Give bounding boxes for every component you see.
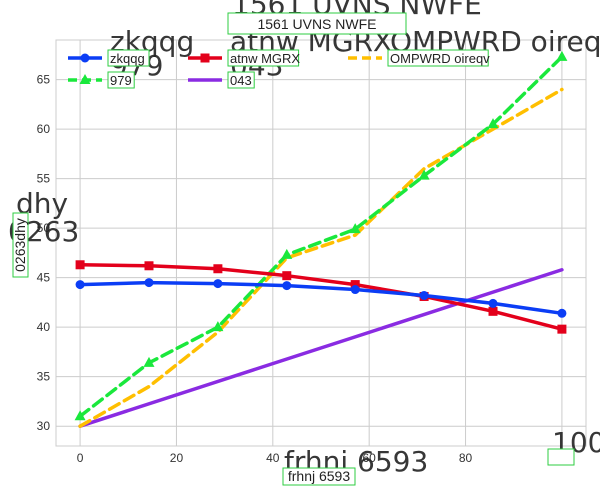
x-tick-label-0: 0 bbox=[77, 451, 84, 465]
legend-marker-3 bbox=[79, 74, 91, 84]
xlabel-group: frhnj 6593 bbox=[282, 467, 356, 486]
series-4 bbox=[78, 267, 564, 428]
legend-label-3: 979 bbox=[110, 73, 132, 88]
legend-entry-1: atnw MGRX bbox=[188, 49, 300, 67]
series-line-3 bbox=[78, 55, 564, 419]
series-line-1 bbox=[78, 263, 564, 331]
legend-label-4: 043 bbox=[230, 73, 252, 88]
data-point-0-4 bbox=[350, 285, 360, 295]
legend-entry-2: OMPWRD oireqv bbox=[348, 49, 490, 67]
legend-label-box-4 bbox=[227, 71, 255, 89]
data-point-1-3 bbox=[282, 271, 292, 281]
ylabel-box bbox=[12, 212, 29, 278]
series-line-2 bbox=[78, 87, 564, 428]
y-tick-label-0: 30 bbox=[37, 419, 51, 433]
data-point-0-5 bbox=[419, 290, 429, 300]
legend-label-box-2 bbox=[387, 49, 489, 67]
series-line-4 bbox=[78, 267, 564, 428]
data-point-3-1 bbox=[143, 356, 155, 367]
data-point-0-6 bbox=[488, 298, 498, 308]
legend-marker-0 bbox=[80, 53, 90, 63]
y-axis-label: 0263dhy bbox=[12, 218, 28, 272]
data-point-1-2 bbox=[213, 264, 223, 274]
xlabel-box bbox=[282, 467, 356, 486]
y-tick-label-3: 45 bbox=[37, 271, 51, 285]
data-point-3-3 bbox=[281, 248, 293, 259]
data-point-1-1 bbox=[144, 261, 154, 271]
data-point-3-6 bbox=[487, 118, 499, 129]
data-point-0-0 bbox=[75, 280, 85, 290]
data-point-1-7 bbox=[557, 324, 567, 334]
legend-entry-4: 043 bbox=[188, 71, 255, 89]
ylabel-group: 0263dhy bbox=[12, 212, 29, 278]
x-tick-label-4: 80 bbox=[459, 451, 473, 465]
legend-label-box-3 bbox=[107, 71, 135, 89]
axes bbox=[55, 39, 587, 447]
legend: zkqqg atnw MGRX OMPWRD oireqv 979 043 bbox=[68, 49, 490, 89]
plot-frame bbox=[55, 39, 587, 447]
x-tick-label-1: 20 bbox=[170, 451, 184, 465]
data-point-3-0 bbox=[74, 410, 86, 421]
series-line-0 bbox=[78, 280, 564, 316]
title-box bbox=[227, 12, 407, 35]
title-group: 1561 UVNS NWFE bbox=[227, 12, 407, 35]
data-point-3-5 bbox=[418, 169, 430, 180]
y-tick-label-6: 60 bbox=[37, 122, 51, 136]
x-tick-label-2: 40 bbox=[266, 451, 280, 465]
y-tick-label-2: 40 bbox=[37, 320, 51, 334]
data-point-0-2 bbox=[213, 279, 223, 289]
data-point-3-7 bbox=[556, 50, 568, 61]
data-point-3-2 bbox=[212, 321, 224, 332]
legend-label-0: zkqqg bbox=[110, 51, 145, 66]
legend-marker-1 bbox=[200, 53, 210, 63]
data-point-0-3 bbox=[282, 281, 292, 291]
legend-entry-3: 979 bbox=[68, 71, 135, 89]
data-point-0-1 bbox=[144, 278, 154, 288]
data-point-1-4 bbox=[350, 280, 360, 290]
series-3 bbox=[74, 50, 568, 421]
legend-label-box-1 bbox=[227, 49, 300, 67]
series-2 bbox=[78, 87, 564, 428]
data-point-3-4 bbox=[349, 223, 361, 234]
y-tick-label-4: 50 bbox=[37, 221, 51, 235]
legend-label-1: atnw MGRX bbox=[230, 51, 300, 66]
y-tick-label-1: 35 bbox=[37, 370, 51, 384]
x-last-tick-box bbox=[547, 448, 575, 466]
data-point-0-7 bbox=[557, 308, 567, 318]
series-0 bbox=[75, 278, 567, 318]
y-tick-label-5: 55 bbox=[37, 172, 51, 186]
chart-title: 1561 UVNS NWFE bbox=[257, 16, 376, 32]
data-point-1-6 bbox=[488, 306, 498, 316]
y-tick-label-7: 65 bbox=[37, 73, 51, 87]
legend-label-box-0 bbox=[107, 49, 150, 67]
x-axis-label: frhnj 6593 bbox=[288, 468, 350, 484]
grid-lines bbox=[56, 40, 586, 446]
legend-entry-0: zkqqg bbox=[68, 49, 150, 67]
legend-label-2: OMPWRD oireqv bbox=[390, 51, 490, 66]
series-group bbox=[74, 50, 568, 428]
data-point-1-0 bbox=[75, 260, 85, 270]
x-tick-label-3: 60 bbox=[363, 451, 377, 465]
